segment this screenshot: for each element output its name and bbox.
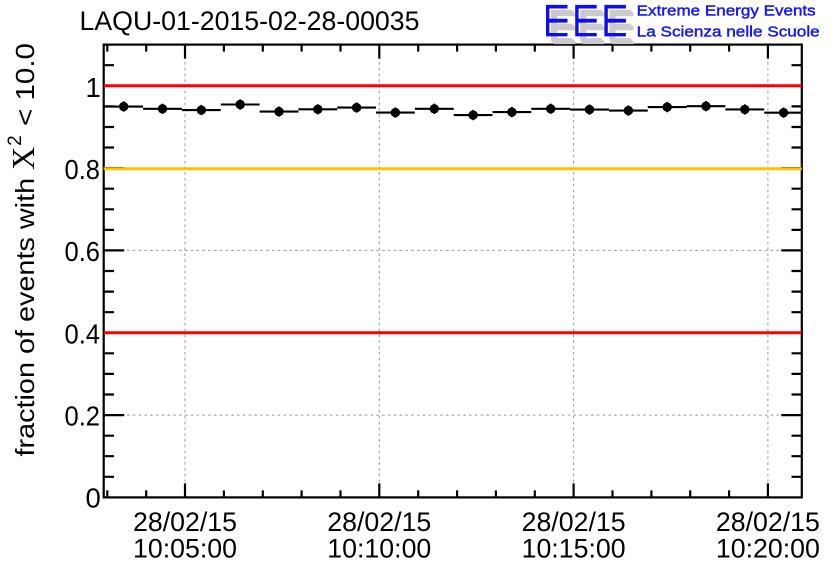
svg-text:< 10.0: < 10.0 — [10, 43, 40, 126]
svg-text:28/02/15: 28/02/15 — [327, 507, 431, 537]
svg-text:X: X — [5, 147, 41, 170]
svg-text:La Scienza nelle Scuole: La Scienza nelle Scuole — [637, 23, 820, 40]
svg-text:10:05:00: 10:05:00 — [133, 534, 237, 564]
svg-text:1: 1 — [86, 72, 101, 103]
svg-text:LAQU-01-2015-02-28-00035: LAQU-01-2015-02-28-00035 — [80, 6, 420, 36]
svg-text:0: 0 — [86, 483, 101, 514]
svg-text:fraction of events with: fraction of events with — [10, 178, 40, 457]
svg-text:10:15:00: 10:15:00 — [522, 534, 626, 564]
svg-text:0.8: 0.8 — [65, 154, 101, 185]
svg-text:28/02/15: 28/02/15 — [522, 507, 626, 537]
svg-text:2: 2 — [5, 135, 26, 146]
svg-text:10:10:00: 10:10:00 — [327, 534, 431, 564]
svg-text:Extreme Energy Events: Extreme Energy Events — [637, 3, 816, 20]
svg-text:28/02/15: 28/02/15 — [716, 507, 820, 537]
svg-text:10:20:00: 10:20:00 — [716, 534, 820, 564]
svg-text:0.2: 0.2 — [65, 401, 101, 432]
svg-text:28/02/15: 28/02/15 — [133, 507, 237, 537]
svg-text:0.6: 0.6 — [65, 236, 101, 267]
svg-text:0.4: 0.4 — [65, 318, 101, 349]
